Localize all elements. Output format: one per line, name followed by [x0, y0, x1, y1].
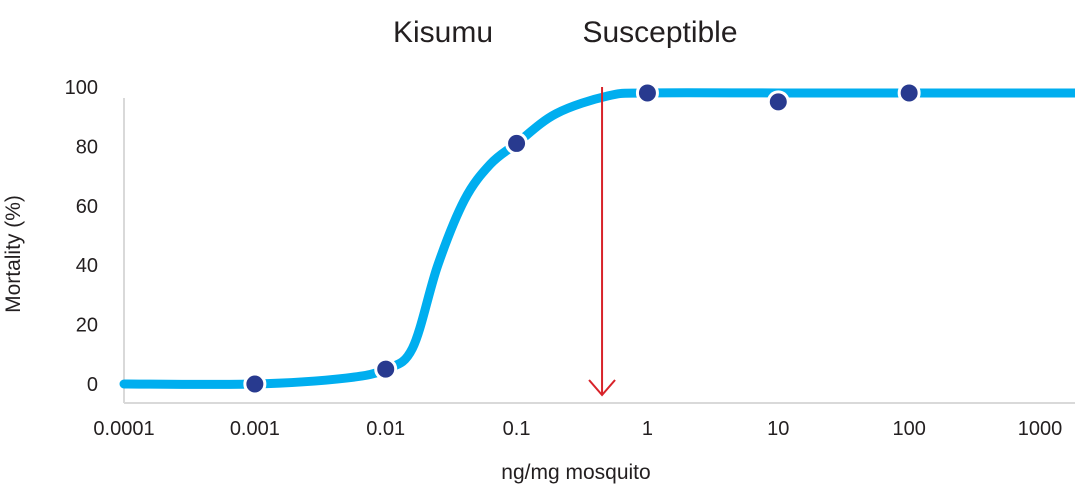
chart-title-right: Susceptible	[582, 16, 737, 49]
y-tick-label: 60	[76, 196, 98, 218]
y-tick-label: 40	[76, 255, 98, 277]
x-tick-label: 0.01	[366, 418, 405, 440]
y-axis-label: Mortality (%)	[2, 195, 25, 313]
fit-curve-layer	[119, 88, 1075, 389]
axes	[123, 98, 1075, 404]
tick-labels: 0.0001 0.001 0.01 0.1 1 10 100 1000 0 20 40 60 80 100	[65, 77, 1063, 440]
marker-layer	[588, 87, 616, 397]
y-tick-label: 0	[87, 374, 98, 396]
fit-curve	[119, 88, 1075, 389]
y-tick-label: 100	[65, 77, 98, 99]
data-points-layer	[243, 81, 921, 396]
data-point	[505, 131, 529, 155]
x-axis-label: ng/mg mosquito	[501, 461, 650, 484]
chart-title-left: Kisumu	[393, 16, 493, 49]
y-tick-label: 20	[76, 315, 98, 337]
data-point	[766, 90, 790, 114]
x-tick-label: 1000	[1018, 418, 1063, 440]
x-tick-label: 1	[642, 418, 653, 440]
data-point	[243, 372, 267, 396]
data-point	[374, 357, 398, 381]
x-tick-label: 100	[892, 418, 925, 440]
x-tick-label: 0.1	[503, 418, 531, 440]
data-point	[897, 81, 921, 105]
y-tick-label: 80	[76, 136, 98, 158]
x-tick-label: 0.001	[230, 418, 280, 440]
x-tick-label: 10	[767, 418, 789, 440]
x-tick-label: 0.0001	[93, 418, 154, 440]
data-point	[635, 81, 659, 105]
marker-arrow-head	[588, 379, 616, 397]
